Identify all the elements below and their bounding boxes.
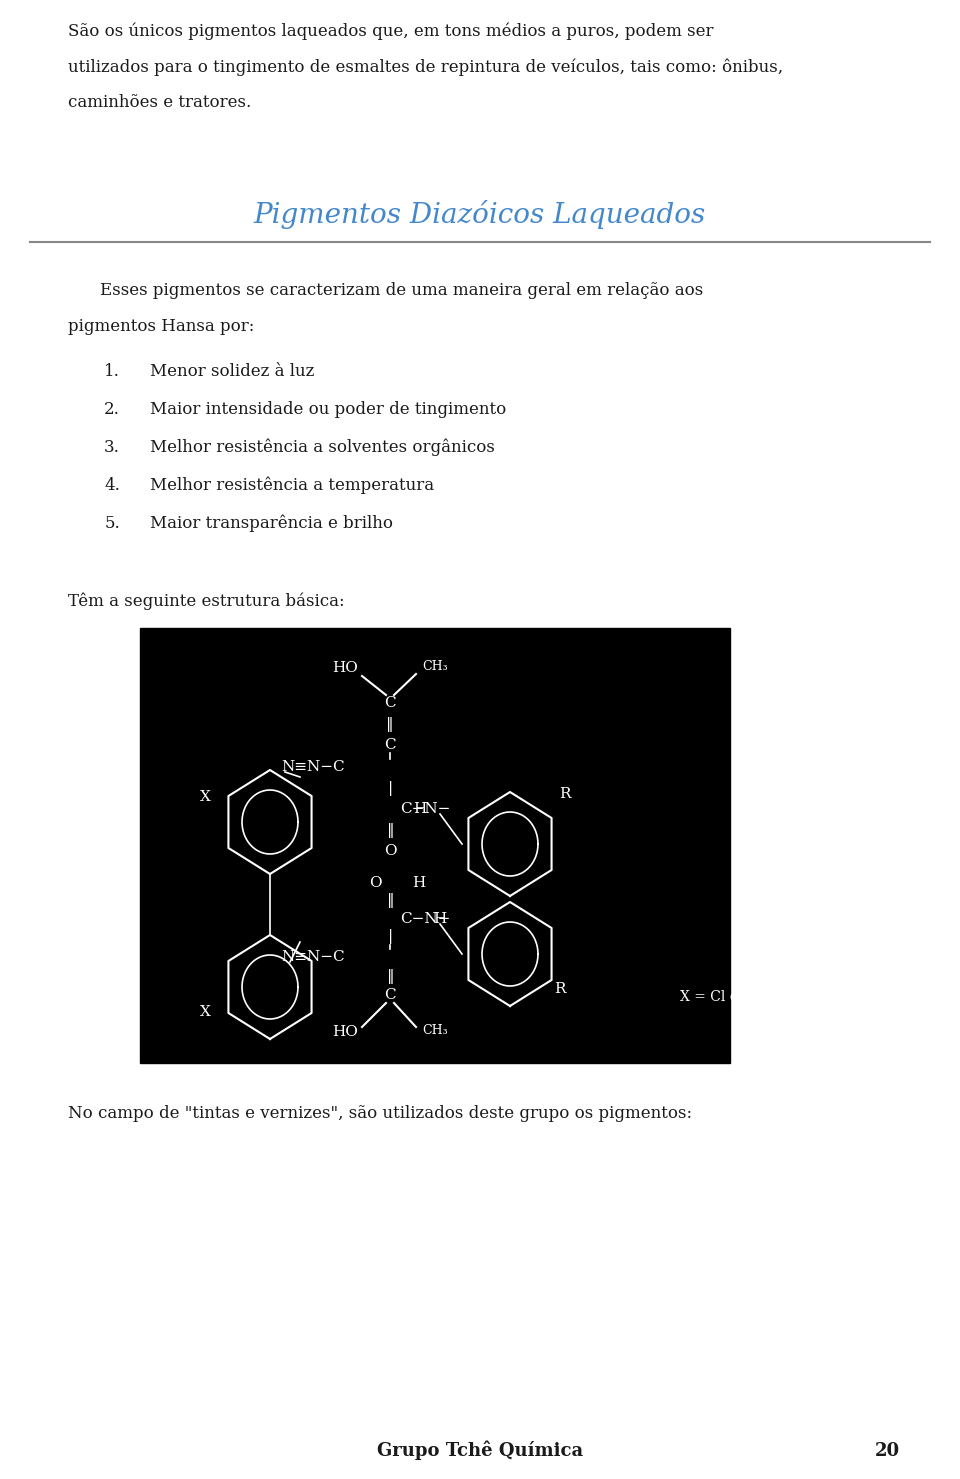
Text: Esses pigmentos se caracterizam de uma maneira geral em relação aos: Esses pigmentos se caracterizam de uma m…: [100, 282, 704, 299]
Text: Melhor resistência a solventes orgânicos: Melhor resistência a solventes orgânicos: [150, 439, 494, 457]
Text: C: C: [384, 738, 396, 751]
Text: pigmentos Hansa por:: pigmentos Hansa por:: [68, 318, 254, 336]
Text: C−N−: C−N−: [400, 913, 450, 926]
Text: 20: 20: [875, 1442, 900, 1460]
Text: R: R: [560, 787, 571, 802]
Text: 5.: 5.: [105, 515, 120, 532]
Text: ‖: ‖: [387, 824, 395, 839]
Text: 1.: 1.: [104, 362, 120, 380]
Text: O: O: [384, 845, 396, 858]
Text: No campo de "tintas e vernizes", são utilizados deste grupo os pigmentos:: No campo de "tintas e vernizes", são uti…: [68, 1105, 692, 1123]
Text: HO: HO: [332, 661, 358, 674]
Text: Menor solidez à luz: Menor solidez à luz: [150, 362, 314, 380]
Text: |: |: [389, 781, 394, 797]
Text: ‖: ‖: [387, 970, 395, 985]
Text: São os únicos pigmentos laqueados que, em tons médios a puros, podem ser: São os únicos pigmentos laqueados que, e…: [68, 22, 713, 40]
Text: ‖: ‖: [387, 893, 395, 908]
Text: O: O: [370, 876, 382, 890]
Text: H: H: [433, 913, 446, 926]
Text: ‖: ‖: [386, 717, 394, 732]
Text: CH₃: CH₃: [422, 660, 447, 673]
Text: H: H: [414, 802, 426, 816]
Text: 3.: 3.: [104, 439, 120, 456]
Text: 2.: 2.: [104, 401, 120, 419]
Text: Melhor resistência a temperatura: Melhor resistência a temperatura: [150, 478, 434, 494]
Text: X: X: [200, 1006, 210, 1019]
Text: C: C: [384, 988, 396, 1001]
Text: Maior transparência e brilho: Maior transparência e brilho: [150, 515, 393, 532]
Text: R: R: [554, 982, 565, 995]
Text: N≡N−C: N≡N−C: [281, 950, 345, 964]
Text: X: X: [200, 790, 210, 805]
Text: Têm a seguinte estrutura básica:: Têm a seguinte estrutura básica:: [68, 593, 345, 611]
Text: HO: HO: [332, 1025, 358, 1040]
Text: Grupo Tchê Química: Grupo Tchê Química: [377, 1441, 583, 1460]
Text: C: C: [384, 697, 396, 710]
Text: X = Cl ou CH₃: X = Cl ou CH₃: [680, 989, 780, 1004]
Text: Pigmentos Diazóicos Laqueados: Pigmentos Diazóicos Laqueados: [253, 200, 707, 229]
Text: C−N−: C−N−: [400, 802, 450, 816]
Bar: [140, 629, 730, 1063]
Text: N≡N−C: N≡N−C: [281, 760, 345, 774]
Text: Maior intensidade ou poder de tingimento: Maior intensidade ou poder de tingimento: [150, 401, 506, 419]
Text: caminhões e tratores.: caminhões e tratores.: [68, 95, 252, 111]
Text: utilizados para o tingimento de esmaltes de repintura de veículos, tais como: ôn: utilizados para o tingimento de esmaltes…: [68, 58, 783, 75]
Text: |: |: [389, 929, 394, 945]
Text: CH₃: CH₃: [422, 1025, 447, 1037]
Text: 4.: 4.: [104, 478, 120, 494]
Text: H: H: [412, 876, 425, 890]
